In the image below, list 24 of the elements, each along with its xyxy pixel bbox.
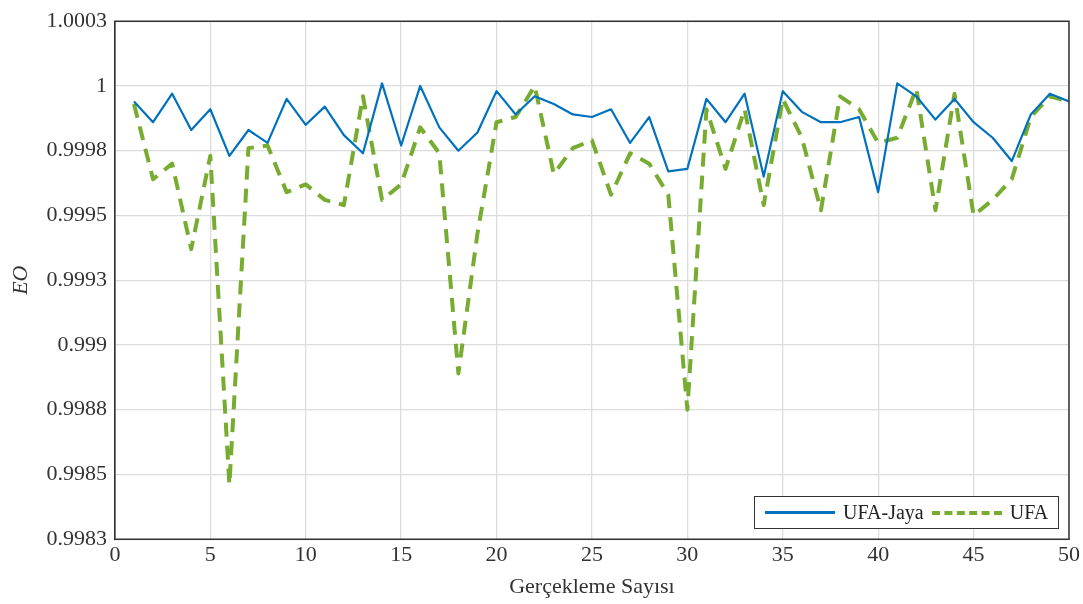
y-tick-label: 0.9998 xyxy=(46,136,107,162)
y-tick-label: 1 xyxy=(95,71,107,97)
y-tick-label: 0.9985 xyxy=(46,460,107,486)
legend-label: UFA-Jaya xyxy=(843,501,924,525)
y-tick-label: 0.999 xyxy=(57,330,107,356)
x-tick-label: 40 xyxy=(867,541,890,567)
y-tick-label: 0.9995 xyxy=(46,201,107,227)
x-tick-label: 45 xyxy=(962,541,985,567)
x-tick-label: 15 xyxy=(390,541,413,567)
x-tick-label: 10 xyxy=(294,541,317,567)
x-tick-label: 5 xyxy=(204,541,216,567)
x-tick-label: 30 xyxy=(676,541,699,567)
y-tick-label: 1.0003 xyxy=(46,6,107,32)
x-tick-label: 20 xyxy=(485,541,508,567)
y-axis-title: EO xyxy=(6,265,32,296)
x-tick-label: 25 xyxy=(580,541,603,567)
x-tick-label: 0 xyxy=(109,541,121,567)
x-axis-title: Gerçekleme Sayısı xyxy=(509,572,675,598)
y-tick-label: 0.9983 xyxy=(46,524,107,550)
legend-label: UFA xyxy=(1009,501,1049,525)
x-tick-label: 50 xyxy=(1058,541,1080,567)
x-tick-label: 35 xyxy=(771,541,794,567)
y-tick-label: 0.9988 xyxy=(46,395,107,421)
y-tick-label: 0.9993 xyxy=(46,265,107,291)
